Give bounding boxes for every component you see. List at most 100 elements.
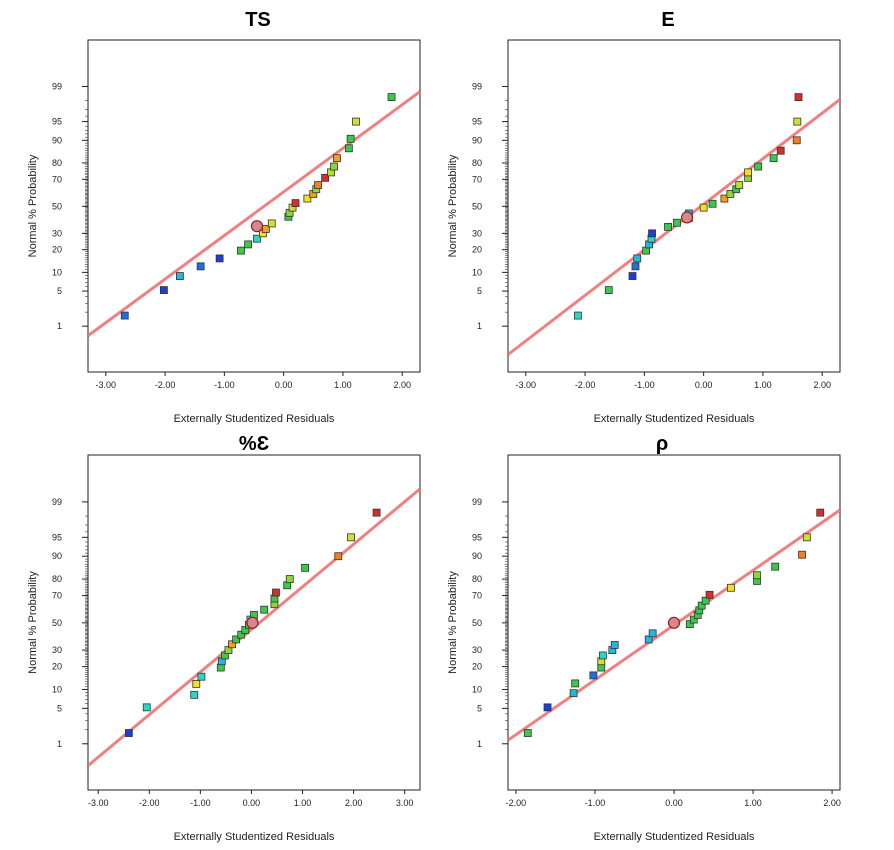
chart-panel-3: %Ɛ -3.00 -2.00 -1.00 0.00 1.00 2.00 3.00 1 5 10 20 3… xyxy=(27,433,421,843)
data-point xyxy=(330,162,338,171)
y-tick-label: 95 xyxy=(472,117,482,127)
y-tick-label: 70 xyxy=(472,174,482,184)
y-tick-label: 20 xyxy=(52,245,62,255)
data-point xyxy=(215,254,224,263)
y-tick-label: 5 xyxy=(477,286,482,296)
x-tick-label: 3.00 xyxy=(396,798,414,808)
data-point xyxy=(776,146,785,155)
x-tick-label: 0.00 xyxy=(243,798,261,808)
y-tick-label: 90 xyxy=(52,135,62,145)
plot-frame xyxy=(507,39,841,373)
x-tick-label: 0.00 xyxy=(695,380,713,390)
fit-line xyxy=(508,98,840,356)
data-point xyxy=(589,671,598,680)
data-point xyxy=(727,583,735,592)
y-tick-label: 99 xyxy=(52,497,62,507)
x-axis-label: Externally Studentized Residuals xyxy=(594,831,755,843)
y-axis-label: Normal % Probability xyxy=(27,571,39,674)
chart-title: E xyxy=(661,9,674,31)
y-tick-label: 10 xyxy=(472,267,482,277)
data-point xyxy=(628,272,637,280)
data-point xyxy=(267,219,276,228)
data-point xyxy=(720,194,729,203)
x-axis-label: Externally Studentized Residuals xyxy=(174,413,335,425)
chart-panel-1: TS -3.00 -2.00 -1.00 0.00 1.00 2.00 1 5 10 20 30 50 7… xyxy=(27,9,421,425)
x-tick-label: 0.00 xyxy=(665,798,683,808)
data-point xyxy=(769,154,778,163)
data-point xyxy=(571,679,580,688)
plot-frame xyxy=(507,454,841,791)
data-point xyxy=(726,190,735,198)
data-point xyxy=(689,615,698,624)
x-tick-label: 0.00 xyxy=(275,380,293,390)
data-point xyxy=(735,181,744,189)
data-point xyxy=(699,203,708,212)
x-tick-label: 2.00 xyxy=(823,798,841,808)
data-point xyxy=(352,117,360,126)
x-tick-label: -1.00 xyxy=(634,380,655,390)
y-tick-label: 95 xyxy=(52,532,62,542)
y-tick-label: 20 xyxy=(472,662,482,672)
data-point xyxy=(523,729,532,737)
x-tick-label: -1.00 xyxy=(214,380,235,390)
x-tick-label: -1.00 xyxy=(190,798,211,808)
data-point xyxy=(598,651,607,660)
y-tick-label: 30 xyxy=(52,645,62,655)
data-point xyxy=(321,173,330,182)
x-tick-label: -2.00 xyxy=(139,798,160,808)
data-point xyxy=(543,703,552,712)
data-point xyxy=(697,601,706,610)
data-point xyxy=(705,590,714,599)
chart-panel-2: E -3.00 -2.00 -1.00 0.00 1.00 2.00 1 5 10 20 30 50 70… xyxy=(447,9,841,425)
y-tick-label: 30 xyxy=(472,228,482,238)
data-point xyxy=(673,218,681,227)
data-point xyxy=(754,162,763,171)
chart-title: ρ xyxy=(656,433,668,455)
y-tick-label: 10 xyxy=(52,267,62,277)
y-tick-label: 50 xyxy=(472,618,482,628)
y-tick-label: 5 xyxy=(57,286,62,296)
data-point xyxy=(794,93,803,102)
data-point xyxy=(664,222,672,231)
data-point xyxy=(648,629,657,638)
y-tick-label: 5 xyxy=(477,703,482,713)
data-point xyxy=(792,136,801,145)
chart-title: TS xyxy=(245,9,271,31)
y-tick-label: 1 xyxy=(57,321,62,331)
data-point xyxy=(272,588,280,597)
y-tick-label: 90 xyxy=(472,551,482,561)
y-tick-label: 30 xyxy=(472,645,482,655)
y-tick-label: 80 xyxy=(52,574,62,584)
x-tick-label: 1.00 xyxy=(754,380,772,390)
x-tick-label: 1.00 xyxy=(744,798,762,808)
y-tick-label: 70 xyxy=(472,591,482,601)
x-tick-label: -3.00 xyxy=(516,380,537,390)
data-point xyxy=(372,508,381,517)
mean-point xyxy=(250,220,264,233)
y-tick-label: 50 xyxy=(52,201,62,211)
data-point xyxy=(644,635,653,644)
y-tick-label: 10 xyxy=(52,684,62,694)
data-point xyxy=(574,311,582,320)
data-point xyxy=(237,246,245,255)
x-tick-label: 1.00 xyxy=(294,798,312,808)
y-tick-label: 99 xyxy=(472,81,482,91)
y-tick-label: 70 xyxy=(52,174,62,184)
plot-frame xyxy=(87,39,421,373)
x-tick-label: -1.00 xyxy=(585,798,606,808)
y-tick-label: 30 xyxy=(52,228,62,238)
y-axis-label: Normal % Probability xyxy=(447,571,459,674)
x-tick-label: 2.00 xyxy=(345,798,363,808)
data-point xyxy=(604,286,613,294)
data-point xyxy=(387,93,396,102)
x-tick-label: -3.00 xyxy=(96,380,117,390)
data-point xyxy=(631,262,640,271)
y-tick-label: 1 xyxy=(477,739,482,749)
data-point xyxy=(175,272,184,280)
data-point xyxy=(314,181,322,189)
data-point xyxy=(120,311,129,320)
data-point xyxy=(124,729,133,737)
x-axis-label: Externally Studentized Residuals xyxy=(174,831,335,843)
x-tick-label: 2.00 xyxy=(393,380,411,390)
data-point xyxy=(816,508,825,517)
